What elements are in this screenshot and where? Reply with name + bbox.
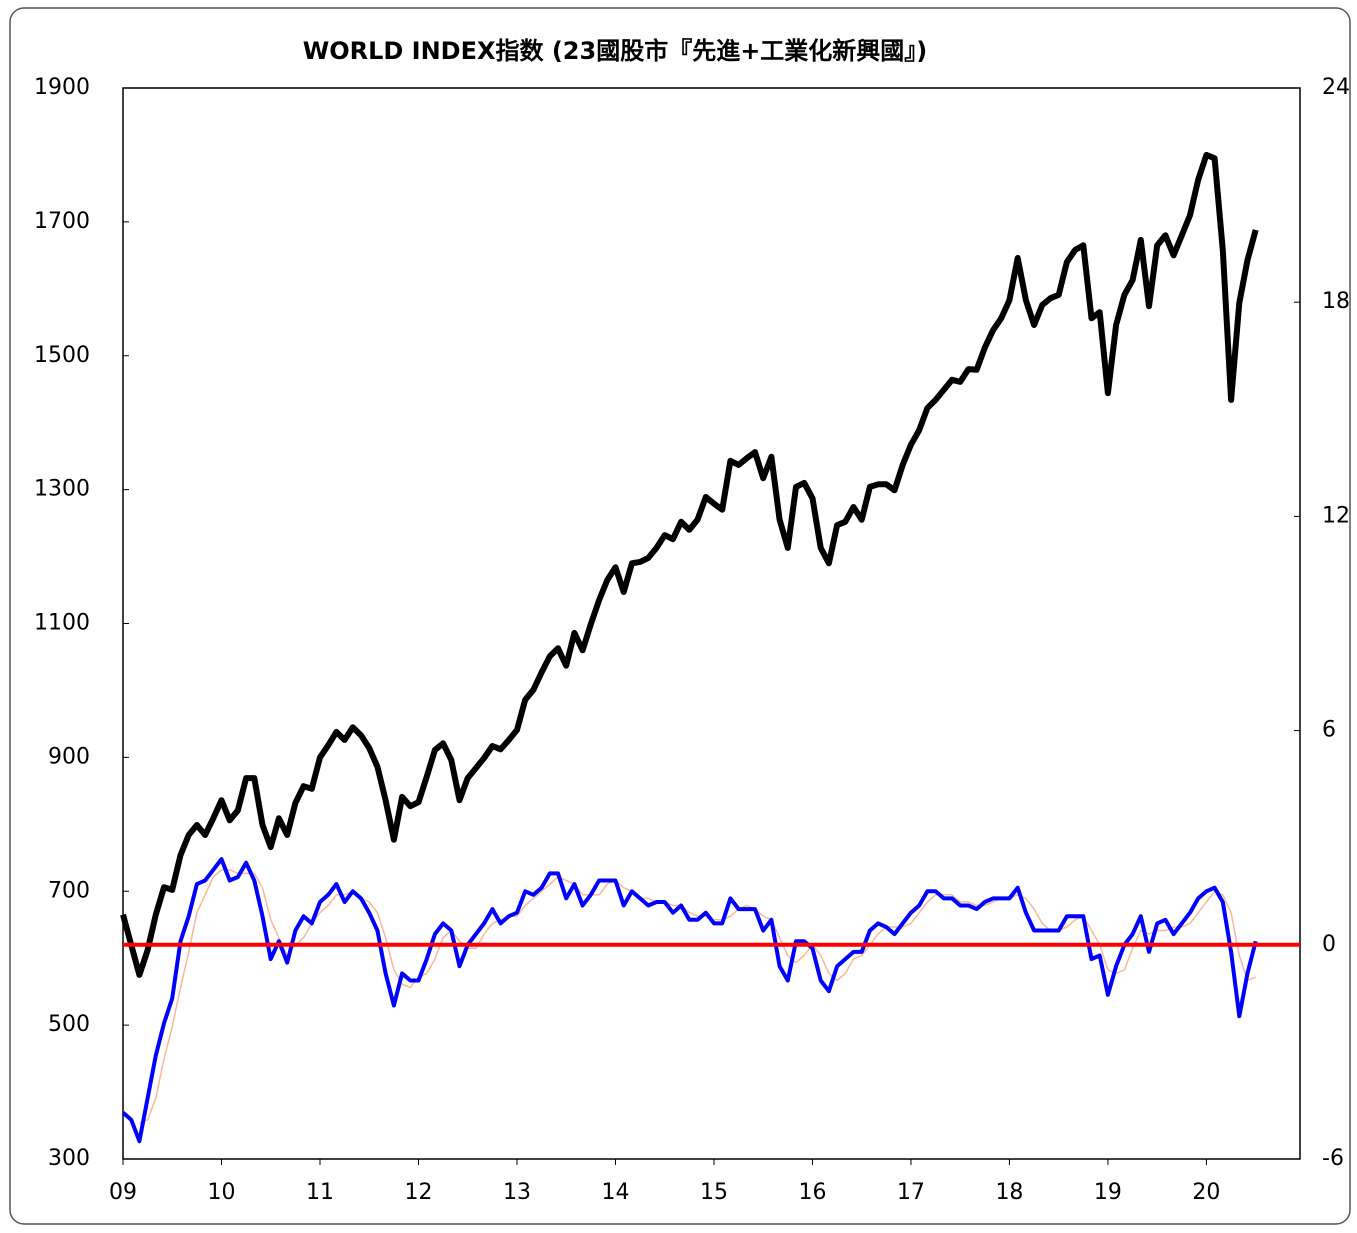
y-tick-label: 1100 bbox=[34, 611, 90, 636]
y2-tick-label: -6 bbox=[1322, 1146, 1344, 1171]
y-tick-label: 1900 bbox=[34, 75, 90, 100]
y-tick-label: 1500 bbox=[34, 343, 90, 368]
frame bbox=[9, 7, 1351, 1225]
x-tick-label: 17 bbox=[897, 1180, 925, 1205]
chart-title: WORLD INDEX指数 (23國股市『先進+工業化新興國』) bbox=[303, 37, 928, 65]
y-tick-label: 1300 bbox=[34, 477, 90, 502]
x-tick-label: 13 bbox=[503, 1180, 531, 1205]
series-line bbox=[121, 857, 1258, 1144]
x-tick-label: 19 bbox=[1094, 1180, 1122, 1205]
y-tick-label: 300 bbox=[48, 1146, 90, 1171]
x-tick-label: 16 bbox=[798, 1180, 826, 1205]
x-tick-label: 09 bbox=[109, 1180, 137, 1205]
series-line bbox=[120, 151, 1259, 978]
x-tick-label: 12 bbox=[404, 1180, 432, 1205]
y2-tick-label: 12 bbox=[1322, 503, 1350, 528]
y2-tick-label: 18 bbox=[1322, 289, 1350, 314]
y2-tick-label: 24 bbox=[1322, 75, 1350, 100]
y-tick-label: 1700 bbox=[34, 209, 90, 234]
x-tick-label: 11 bbox=[306, 1180, 334, 1205]
x-tick-label: 18 bbox=[995, 1180, 1023, 1205]
x-tick-label: 15 bbox=[700, 1180, 728, 1205]
x-tick-label: 10 bbox=[207, 1180, 235, 1205]
y-tick-label: 700 bbox=[48, 878, 90, 903]
x-tick-label: 14 bbox=[601, 1180, 629, 1205]
y-tick-label: 900 bbox=[48, 744, 90, 769]
series-line bbox=[139, 869, 1257, 1124]
y2-tick-label: 0 bbox=[1322, 932, 1336, 957]
y2-tick-label: 6 bbox=[1322, 718, 1336, 743]
y-tick-label: 500 bbox=[48, 1012, 90, 1037]
x-tick-label: 20 bbox=[1192, 1180, 1220, 1205]
